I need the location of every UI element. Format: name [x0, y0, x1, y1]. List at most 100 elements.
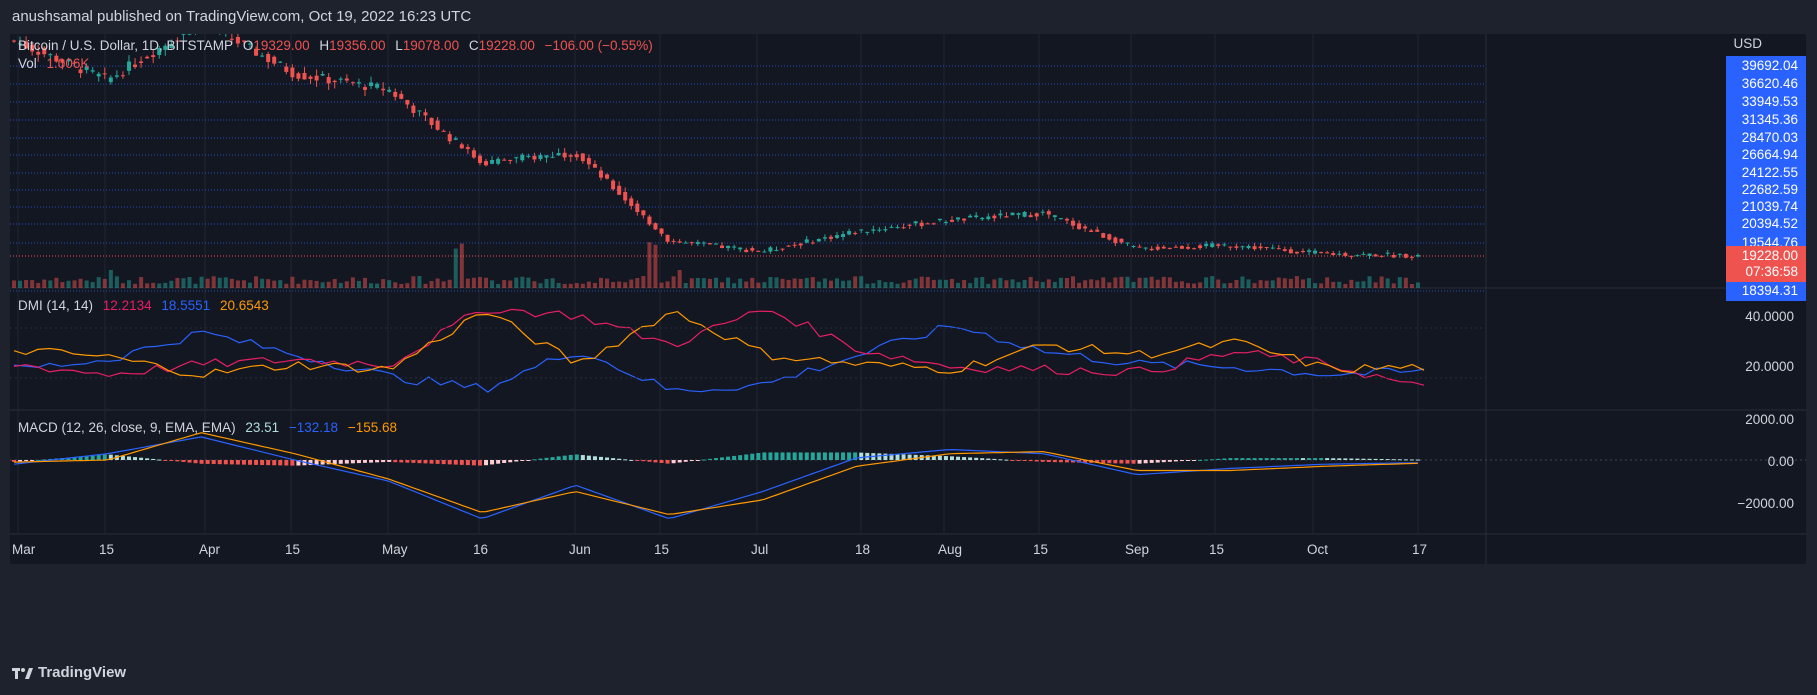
volume-bar — [60, 282, 65, 288]
dmi-label[interactable]: DMI (14, 14) — [18, 298, 94, 313]
macd-histogram-bar — [532, 459, 537, 461]
volume-bar — [732, 283, 737, 288]
volume-bar — [314, 280, 319, 288]
macd-histogram-bar — [1294, 458, 1299, 460]
volume-bar — [986, 283, 991, 288]
volume-bar — [332, 279, 337, 288]
candle-body — [393, 91, 398, 97]
macd-histogram-bar — [223, 460, 228, 465]
macd-histogram-bar — [326, 460, 331, 465]
countdown-tag: 07:36:58 — [1726, 262, 1806, 282]
macd-histogram-bar — [1331, 458, 1336, 460]
candle-body — [429, 117, 434, 126]
candle-body — [919, 222, 924, 227]
candle-body — [441, 130, 446, 132]
macd-histogram-bar — [520, 460, 525, 461]
candle-body — [629, 198, 634, 206]
volume-bar — [1034, 281, 1039, 288]
candle-body — [229, 38, 234, 40]
time-axis-label: Mar — [12, 542, 36, 557]
volume-bar — [828, 280, 833, 288]
candle-body — [254, 48, 259, 56]
close-value: 19228.00 — [478, 38, 535, 53]
volume-bar — [925, 277, 930, 288]
volume-bar — [72, 280, 77, 288]
macd-histogram-bar — [701, 459, 706, 461]
footer-brand[interactable]: TradingView — [38, 664, 127, 681]
time-axis-label: 18 — [855, 542, 871, 557]
volume-bar — [484, 277, 489, 288]
currency-label[interactable]: USD — [1733, 36, 1762, 51]
macd-histogram-bar — [1071, 460, 1076, 463]
volume-bar — [1095, 280, 1100, 288]
time-axis-label: 15 — [1033, 542, 1049, 557]
candle-body — [665, 234, 670, 242]
macd-histogram-bar — [266, 460, 271, 466]
candle-body — [1089, 230, 1094, 233]
macd-histogram-bar — [592, 456, 597, 460]
macd-histogram-bar — [1034, 460, 1039, 462]
volume-bar — [1234, 280, 1239, 288]
macd-histogram-bar — [102, 454, 107, 460]
volume-bar — [1325, 277, 1330, 288]
candle-body — [42, 47, 47, 55]
candle-body — [1282, 249, 1287, 252]
volume-bar — [308, 280, 313, 288]
close-label: C — [468, 38, 479, 53]
volume-bar — [1307, 278, 1312, 288]
volume-bar — [290, 276, 295, 288]
candle-body — [417, 110, 422, 112]
volume-bar — [762, 282, 767, 288]
volume-bar — [1240, 276, 1245, 288]
volume-bar — [248, 282, 253, 288]
macd-histogram-bar — [1307, 458, 1312, 460]
volume-bar — [1010, 279, 1015, 288]
candle-body — [1167, 247, 1172, 249]
volume-bar — [1216, 279, 1221, 288]
volume-bar — [931, 279, 936, 288]
macd-histogram-bar — [986, 458, 991, 460]
volume-bar — [1270, 280, 1275, 288]
volume-bar — [956, 282, 961, 288]
volume-bar — [1028, 276, 1033, 288]
volume-bar — [1258, 280, 1263, 288]
chart-canvas[interactable] — [10, 34, 1806, 654]
volume-bar — [1107, 282, 1112, 288]
volume-label[interactable]: Vol — [18, 56, 37, 71]
candle-body — [114, 75, 119, 77]
volume-bar — [399, 283, 404, 288]
publish-header: anushsamal published on TradingView.com,… — [12, 8, 471, 25]
volume-bar — [217, 277, 222, 288]
macd-histogram-bar — [1143, 460, 1148, 464]
macd-histogram-bar — [841, 452, 846, 460]
candle-body — [381, 88, 386, 91]
volume-bar — [635, 278, 640, 288]
candle-body — [889, 226, 894, 228]
volume-bar — [538, 283, 543, 288]
candle-body — [145, 56, 150, 59]
volume-bar — [375, 283, 380, 288]
volume-bar — [1385, 278, 1390, 288]
macd-label[interactable]: MACD (12, 26, close, 9, EMA, EMA) — [18, 420, 236, 435]
volume-bar — [199, 276, 204, 288]
candle-body — [774, 249, 779, 251]
volume-bar — [423, 283, 428, 288]
volume-bar — [1367, 276, 1372, 288]
dmi-adx-line — [13, 308, 1425, 386]
macd-histogram-bar — [284, 460, 289, 466]
volume-bar — [362, 277, 367, 288]
macd-histogram-bar — [435, 460, 440, 464]
candle-body — [356, 82, 361, 84]
candle-body — [641, 210, 646, 216]
volume-bar — [326, 281, 331, 288]
candle-body — [925, 223, 930, 225]
macd-histogram-bar — [653, 460, 658, 463]
volume-bar — [641, 276, 646, 288]
macd-histogram-bar — [496, 460, 501, 464]
candle-body — [1385, 252, 1390, 254]
chart-container[interactable]: Bitcoin / U.S. Dollar, 1D, BITSTAMP O193… — [10, 34, 1806, 654]
candle-body — [683, 242, 688, 244]
volume-bar — [713, 277, 718, 288]
macd-histogram-bar — [744, 454, 749, 460]
symbol-title[interactable]: Bitcoin / U.S. Dollar, 1D, BITSTAMP — [18, 38, 234, 53]
